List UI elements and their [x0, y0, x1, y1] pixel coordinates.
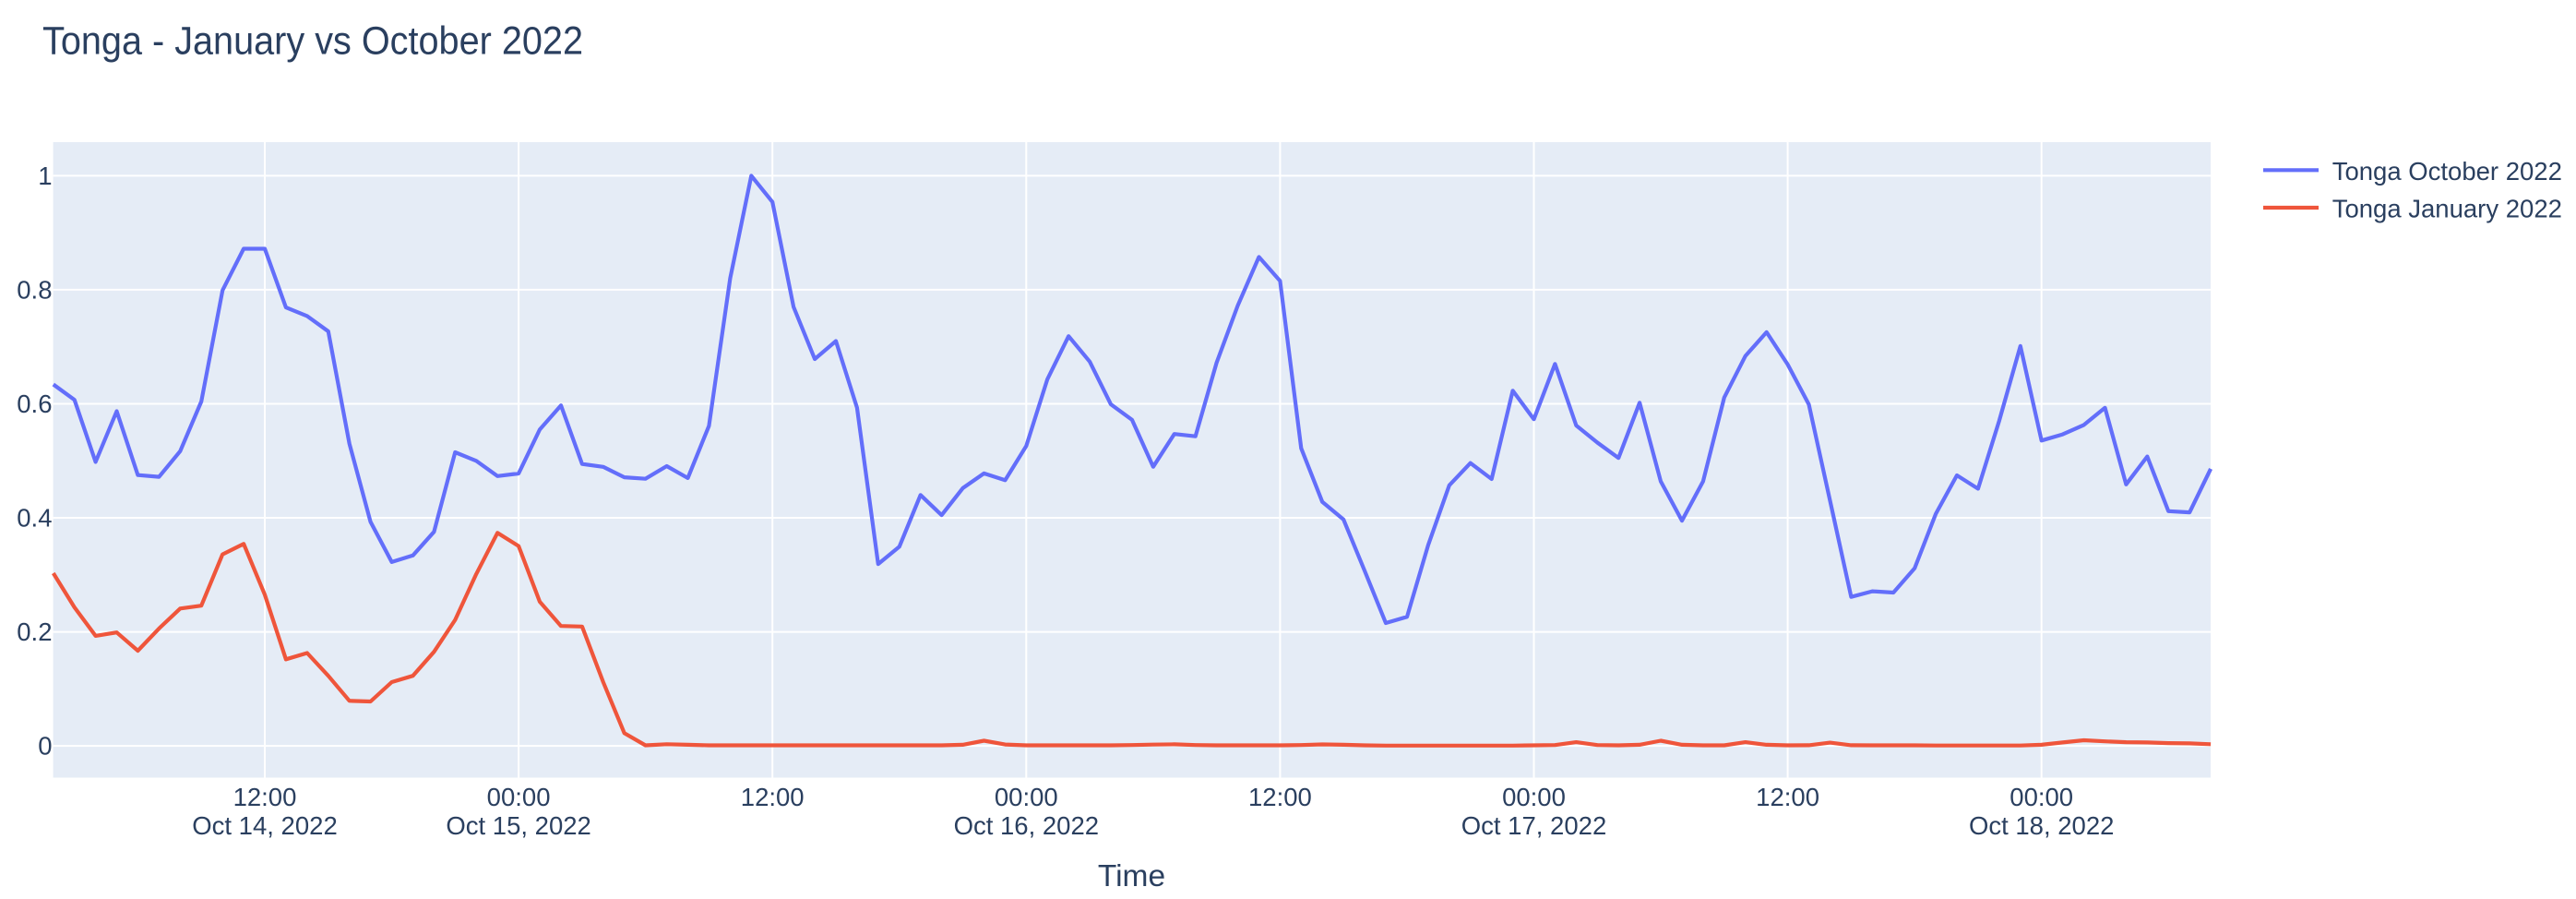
svg-text:Tonga - January vs October 202: Tonga - January vs October 2022	[42, 19, 583, 64]
svg-text:12:00: 12:00	[741, 783, 805, 811]
svg-text:12:00: 12:00	[1756, 783, 1819, 811]
svg-text:0.2: 0.2	[17, 617, 52, 646]
svg-text:00:00: 00:00	[487, 783, 551, 811]
svg-text:00:00: 00:00	[2010, 783, 2073, 811]
svg-text:Oct 14, 2022: Oct 14, 2022	[192, 811, 337, 840]
svg-text:0.6: 0.6	[17, 390, 52, 418]
svg-text:12:00: 12:00	[1248, 783, 1312, 811]
svg-text:Oct 17, 2022: Oct 17, 2022	[1461, 811, 1606, 840]
svg-text:Time: Time	[1098, 859, 1165, 893]
svg-text:0.8: 0.8	[17, 275, 52, 304]
svg-text:Tonga October 2022: Tonga October 2022	[2332, 157, 2562, 186]
svg-text:1: 1	[38, 162, 52, 190]
svg-text:12:00: 12:00	[233, 783, 297, 811]
svg-text:Oct 18, 2022: Oct 18, 2022	[1969, 811, 2114, 840]
svg-text:0.4: 0.4	[17, 504, 52, 533]
svg-text:00:00: 00:00	[995, 783, 1058, 811]
svg-text:Tonga January 2022: Tonga January 2022	[2332, 195, 2562, 223]
svg-text:Oct 15, 2022: Oct 15, 2022	[446, 811, 590, 840]
svg-text:Oct 16, 2022: Oct 16, 2022	[954, 811, 1099, 840]
svg-text:0: 0	[38, 732, 52, 761]
svg-text:00:00: 00:00	[1502, 783, 1566, 811]
